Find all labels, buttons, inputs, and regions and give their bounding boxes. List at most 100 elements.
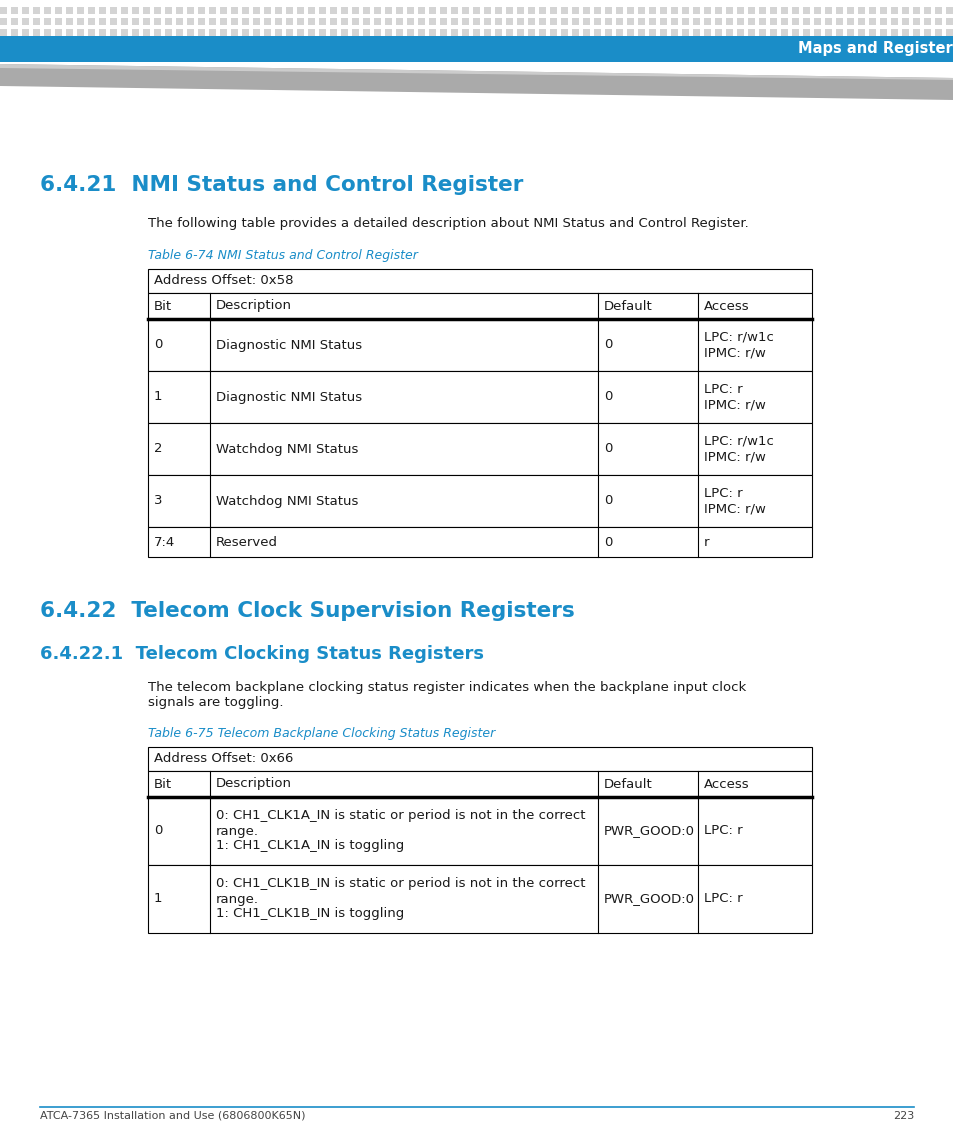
Bar — [604, 18, 612, 25]
Text: Reserved: Reserved — [215, 536, 277, 548]
Bar — [759, 18, 765, 25]
Bar — [318, 29, 326, 35]
Bar — [296, 18, 304, 25]
Text: 0: 0 — [603, 390, 612, 403]
Bar — [99, 29, 106, 35]
Bar — [286, 18, 293, 25]
Text: 0: 0 — [153, 824, 162, 837]
Bar — [725, 18, 732, 25]
Text: LPC: r/w1c: LPC: r/w1c — [703, 435, 773, 448]
Bar — [417, 7, 424, 14]
Bar — [572, 29, 578, 35]
Bar — [473, 29, 479, 35]
Bar — [857, 7, 864, 14]
Bar — [725, 29, 732, 35]
Text: Bit: Bit — [153, 777, 172, 790]
Bar — [681, 29, 688, 35]
Bar — [505, 29, 513, 35]
Bar — [148, 771, 811, 797]
Bar — [616, 18, 622, 25]
Bar — [879, 7, 886, 14]
Bar — [44, 7, 51, 14]
Bar — [395, 29, 402, 35]
Bar — [802, 7, 809, 14]
Bar — [527, 18, 535, 25]
Bar — [560, 18, 567, 25]
Bar — [781, 18, 787, 25]
Bar — [538, 18, 545, 25]
Bar — [148, 864, 811, 933]
Bar — [451, 7, 457, 14]
Bar — [143, 7, 150, 14]
Text: The telecom backplane clocking status register indicates when the backplane inpu: The telecom backplane clocking status re… — [148, 681, 745, 709]
Bar — [33, 29, 40, 35]
Bar — [417, 18, 424, 25]
Bar — [308, 18, 314, 25]
Bar — [407, 7, 414, 14]
Bar — [945, 29, 952, 35]
Text: Diagnostic NMI Status: Diagnostic NMI Status — [215, 339, 362, 352]
Bar — [264, 18, 271, 25]
Bar — [461, 7, 469, 14]
Bar — [703, 29, 710, 35]
Bar — [813, 29, 821, 35]
Bar — [231, 29, 237, 35]
Bar — [77, 29, 84, 35]
Bar — [505, 18, 513, 25]
Bar — [198, 18, 205, 25]
Text: Table 6-74 NMI Status and Control Register: Table 6-74 NMI Status and Control Regist… — [148, 248, 417, 262]
Bar — [824, 7, 831, 14]
Bar — [0, 7, 7, 14]
Bar — [626, 7, 634, 14]
Bar — [88, 29, 95, 35]
Bar — [769, 29, 776, 35]
Bar — [231, 18, 237, 25]
Bar — [148, 797, 811, 864]
Bar — [143, 29, 150, 35]
Bar — [648, 29, 656, 35]
Text: IPMC: r/w: IPMC: r/w — [703, 502, 765, 515]
Bar — [33, 7, 40, 14]
Text: Watchdog NMI Status: Watchdog NMI Status — [215, 495, 358, 507]
Bar — [582, 18, 589, 25]
Bar — [175, 29, 183, 35]
Bar — [483, 29, 491, 35]
Bar — [912, 18, 919, 25]
Bar — [517, 7, 523, 14]
Bar — [209, 18, 215, 25]
Bar — [296, 7, 304, 14]
Bar — [791, 18, 799, 25]
Bar — [121, 18, 128, 25]
Bar — [714, 29, 721, 35]
Text: Bit: Bit — [153, 300, 172, 313]
Bar — [681, 7, 688, 14]
Bar — [550, 18, 557, 25]
Bar — [330, 7, 336, 14]
Bar — [747, 18, 754, 25]
Bar — [638, 7, 644, 14]
Bar — [340, 29, 348, 35]
Bar — [890, 29, 897, 35]
Text: 6.4.21  NMI Status and Control Register: 6.4.21 NMI Status and Control Register — [40, 175, 523, 195]
Text: range.: range. — [215, 824, 258, 837]
Text: IPMC: r/w: IPMC: r/w — [703, 398, 765, 411]
Bar — [220, 18, 227, 25]
Bar — [264, 29, 271, 35]
Bar — [99, 7, 106, 14]
Bar — [714, 18, 721, 25]
Bar — [791, 7, 799, 14]
Bar — [824, 29, 831, 35]
Bar — [318, 7, 326, 14]
Bar — [846, 7, 853, 14]
Text: 223: 223 — [892, 1111, 913, 1121]
Bar — [242, 7, 249, 14]
Bar — [0, 18, 7, 25]
Bar — [395, 7, 402, 14]
Bar — [55, 29, 62, 35]
Bar — [55, 7, 62, 14]
Bar — [703, 18, 710, 25]
Bar — [791, 29, 799, 35]
Bar — [824, 18, 831, 25]
Text: Maps and Registers: Maps and Registers — [798, 41, 953, 56]
Bar — [22, 7, 29, 14]
